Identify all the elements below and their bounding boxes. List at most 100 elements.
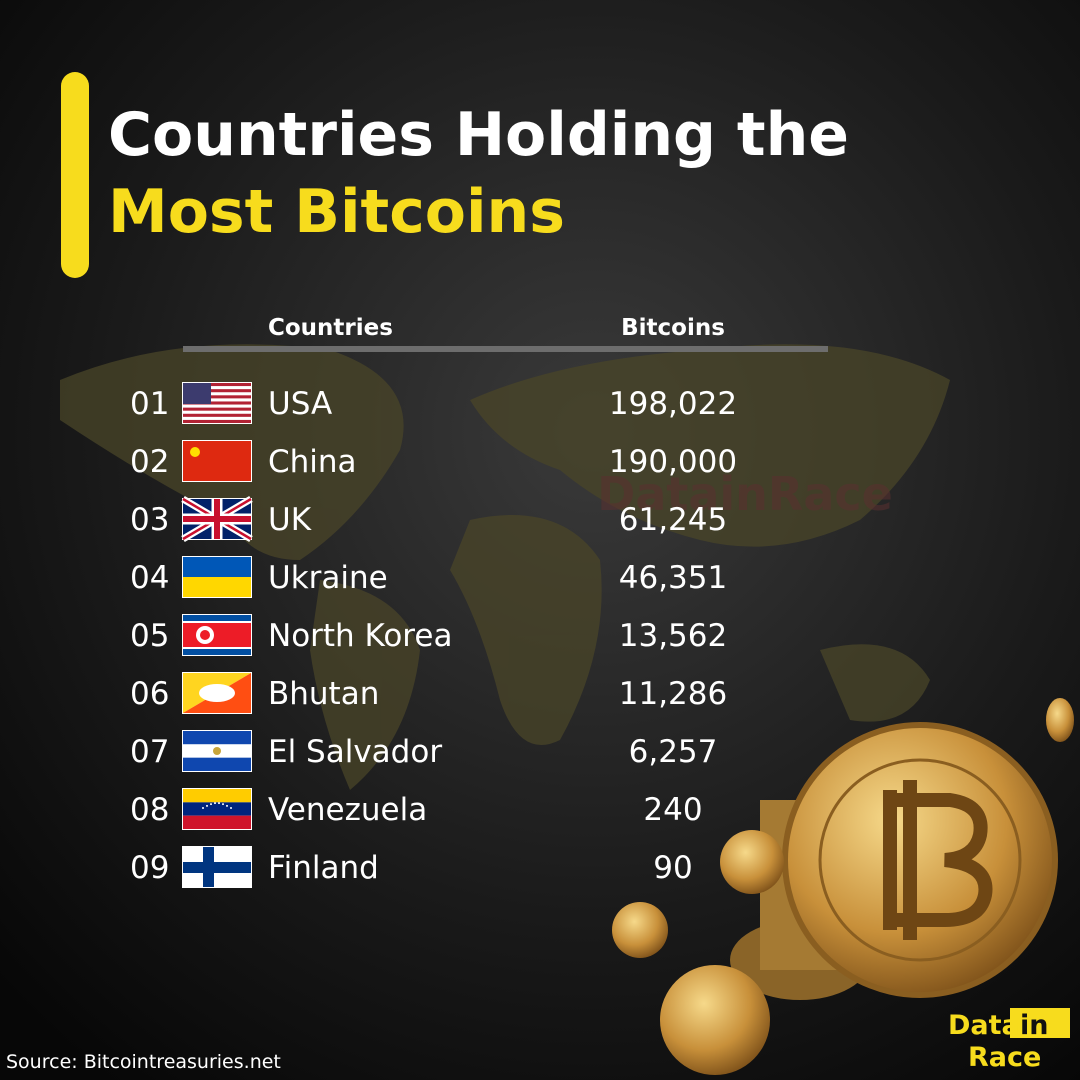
country: Venezuela <box>268 792 427 828</box>
flag-canton <box>183 383 211 404</box>
flag-stripe <box>183 577 251 597</box>
flag-stripe <box>183 757 251 771</box>
coin <box>1046 698 1074 742</box>
flag <box>182 614 252 656</box>
flag-stripe <box>183 407 251 411</box>
coin-ring <box>818 758 1022 962</box>
rank: 02 <box>130 444 169 480</box>
flag-star <box>214 802 216 805</box>
column-header: Countries <box>268 315 393 341</box>
flag-stripe <box>183 815 251 829</box>
country: El Salvador <box>268 734 442 770</box>
rank: 08 <box>130 792 169 828</box>
coin <box>782 722 1058 998</box>
bitcoins: 46,351 <box>619 560 727 596</box>
flag <box>182 788 252 830</box>
map-south-america <box>310 580 420 790</box>
table-row: 04 Ukraine 46,351 <box>130 556 727 598</box>
table-row: 06 Bhutan 11,286 <box>130 672 727 714</box>
flag-stripe <box>183 413 251 417</box>
table-row: 09 Finland 90 <box>130 846 693 888</box>
table-row: 05 North Korea 13,562 <box>130 614 727 656</box>
logo-word: in <box>1020 1010 1048 1041</box>
flag <box>182 672 252 714</box>
header-rule <box>183 346 828 352</box>
rank: 05 <box>130 618 169 654</box>
coin <box>612 902 668 958</box>
title-line2: Most Bitcoins <box>108 177 565 247</box>
coins <box>612 698 1074 1075</box>
flag-star <box>218 802 220 805</box>
flag <box>182 846 252 888</box>
flag-stripe <box>183 789 251 803</box>
bitcoins: 240 <box>643 792 702 828</box>
table-body: 01 USA 198,022 02 China 190,000 03 UK 61,245 04 Uk… <box>130 382 737 888</box>
map-eurasia <box>470 344 950 547</box>
logo-word: Data <box>948 1010 1020 1041</box>
flag-stripe <box>183 401 251 405</box>
bitcoins: 190,000 <box>609 444 737 480</box>
flag-stripe <box>183 731 251 745</box>
flag-star <box>226 804 228 807</box>
rank: 04 <box>130 560 169 596</box>
bitcoins: 6,257 <box>629 734 718 770</box>
logo-box <box>1010 1008 1070 1038</box>
column-header: Bitcoins <box>621 315 725 341</box>
country: USA <box>268 386 332 422</box>
table-row: 07 El Salvador 6,257 <box>130 730 717 772</box>
bitcoins: 11,286 <box>619 676 727 712</box>
rank: 03 <box>130 502 169 538</box>
flag <box>182 440 252 482</box>
flag-stripe <box>183 383 251 387</box>
flag-star <box>202 807 204 809</box>
map-africa <box>450 515 602 745</box>
country: Finland <box>268 850 379 886</box>
country: China <box>268 444 357 480</box>
bitcoins: 61,245 <box>619 502 727 538</box>
rank: 07 <box>130 734 169 770</box>
flag <box>182 730 252 772</box>
coin <box>720 830 784 894</box>
flag-star <box>190 447 200 457</box>
flag-field <box>183 441 251 481</box>
flag-stripe <box>183 389 251 393</box>
flag-stripe <box>183 802 251 816</box>
flag <box>182 556 252 598</box>
flag-cross <box>183 862 251 873</box>
flag-dragon <box>199 684 235 702</box>
table-row: 03 UK 61,245 <box>130 495 727 543</box>
flag-star <box>210 803 212 806</box>
flag-stripe <box>183 419 251 423</box>
watermark: DatainRace <box>597 467 893 521</box>
country: Ukraine <box>268 560 388 596</box>
bitcoins: 13,562 <box>619 618 727 654</box>
rank: 09 <box>130 850 169 886</box>
flag-star <box>200 630 210 640</box>
flag-star <box>206 804 208 807</box>
bitcoins: 198,022 <box>609 386 737 422</box>
table-row: 08 Venezuela 240 <box>130 788 703 830</box>
flag-cross <box>183 499 251 539</box>
flag <box>182 382 252 424</box>
coin-symbol <box>883 780 993 940</box>
rank: 01 <box>130 386 169 422</box>
flag-stripe <box>183 623 251 647</box>
flag-stripe <box>183 557 251 577</box>
bitcoins: 90 <box>653 850 692 886</box>
title-line1: Countries Holding the <box>108 100 849 170</box>
logo-word: Race <box>968 1042 1041 1073</box>
flag <box>181 495 253 543</box>
flag-stripe <box>183 395 251 399</box>
flag-star <box>222 803 224 806</box>
coin <box>660 965 770 1075</box>
map-australia <box>820 644 930 722</box>
table-row: 01 USA 198,022 <box>130 382 737 424</box>
logo: Data in Race <box>948 1008 1070 1073</box>
flag-star <box>230 807 232 809</box>
flag-emblem <box>213 747 221 755</box>
table-row: 02 China 190,000 <box>130 440 737 482</box>
country: UK <box>268 502 312 538</box>
accent-bar <box>61 72 89 278</box>
source: Source: Bitcointreasuries.net <box>6 1051 281 1073</box>
